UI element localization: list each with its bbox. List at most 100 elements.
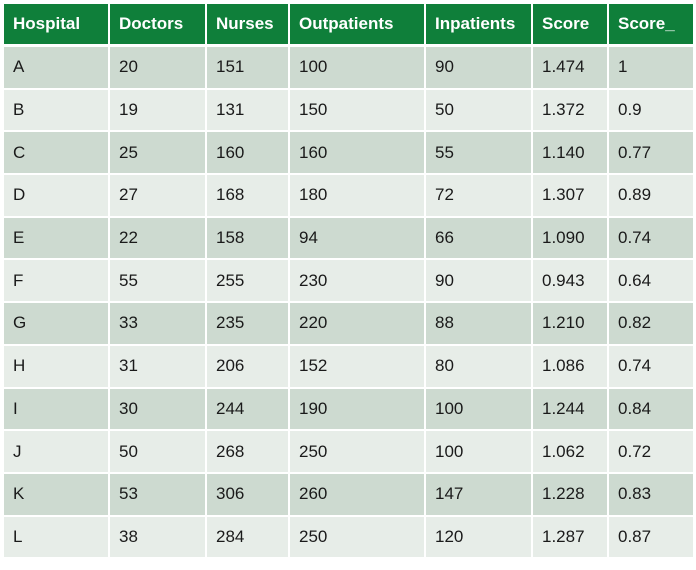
column-header-doctors: Doctors (110, 4, 207, 47)
score-cell: 1.228 (533, 473, 609, 517)
nurses-cell: 158 (207, 217, 290, 261)
column-header-nurses: Nurses (207, 4, 290, 47)
score-normalized-cell: 1 (609, 47, 693, 90)
header-row: Hospital Doctors Nurses Outpatients Inpa… (4, 4, 693, 47)
score-normalized-cell: 0.74 (609, 345, 693, 389)
score-normalized-cell: 0.9 (609, 89, 693, 133)
outpatients-cell: 250 (290, 516, 426, 560)
doctors-cell: 19 (110, 89, 207, 133)
outpatients-cell: 260 (290, 473, 426, 517)
doctors-cell: 22 (110, 217, 207, 261)
score-cell: 1.307 (533, 175, 609, 218)
doctors-cell: 55 (110, 260, 207, 304)
doctors-cell: 53 (110, 473, 207, 517)
score-cell: 1.372 (533, 89, 609, 133)
doctors-cell: 31 (110, 345, 207, 389)
score-cell: 0.943 (533, 260, 609, 304)
table-row: E 22 158 94 66 1.090 0.74 (4, 217, 693, 261)
inpatients-cell: 50 (426, 89, 533, 133)
nurses-cell: 235 (207, 303, 290, 346)
score-cell: 1.090 (533, 217, 609, 261)
score-normalized-cell: 0.82 (609, 303, 693, 346)
doctors-cell: 38 (110, 516, 207, 560)
nurses-cell: 168 (207, 175, 290, 218)
doctors-cell: 20 (110, 47, 207, 90)
inpatients-cell: 88 (426, 303, 533, 346)
score-normalized-cell: 0.77 (609, 132, 693, 176)
hospital-data-table-container: Hospital Doctors Nurses Outpatients Inpa… (4, 4, 693, 560)
score-normalized-cell: 0.72 (609, 431, 693, 474)
score-cell: 1.287 (533, 516, 609, 560)
outpatients-cell: 230 (290, 260, 426, 304)
hospital-cell: I (4, 388, 110, 432)
doctors-cell: 25 (110, 132, 207, 176)
nurses-cell: 131 (207, 89, 290, 133)
score-cell: 1.244 (533, 388, 609, 432)
hospital-cell: G (4, 303, 110, 346)
score-cell: 1.062 (533, 431, 609, 474)
outpatients-cell: 180 (290, 175, 426, 218)
table-row: A 20 151 100 90 1.474 1 (4, 47, 693, 90)
inpatients-cell: 90 (426, 260, 533, 304)
hospital-cell: E (4, 217, 110, 261)
column-header-score-normalized: Score_ (609, 4, 693, 47)
outpatients-cell: 94 (290, 217, 426, 261)
nurses-cell: 206 (207, 345, 290, 389)
nurses-cell: 255 (207, 260, 290, 304)
table-body: A 20 151 100 90 1.474 1 B 19 131 150 50 1.372 0.9 C 25 1… (4, 47, 693, 560)
column-header-hospital: Hospital (4, 4, 110, 47)
score-cell: 1.140 (533, 132, 609, 176)
outpatients-cell: 100 (290, 47, 426, 90)
table-row: J 50 268 250 100 1.062 0.72 (4, 431, 693, 474)
inpatients-cell: 72 (426, 175, 533, 218)
doctors-cell: 27 (110, 175, 207, 218)
nurses-cell: 268 (207, 431, 290, 474)
outpatients-cell: 152 (290, 345, 426, 389)
column-header-outpatients: Outpatients (290, 4, 426, 47)
outpatients-cell: 220 (290, 303, 426, 346)
score-normalized-cell: 0.87 (609, 516, 693, 560)
hospital-cell: B (4, 89, 110, 133)
outpatients-cell: 160 (290, 132, 426, 176)
hospital-cell: H (4, 345, 110, 389)
hospital-cell: D (4, 175, 110, 218)
doctors-cell: 30 (110, 388, 207, 432)
table-row: D 27 168 180 72 1.307 0.89 (4, 175, 693, 218)
nurses-cell: 306 (207, 473, 290, 517)
score-cell: 1.474 (533, 47, 609, 90)
doctors-cell: 50 (110, 431, 207, 474)
table-row: I 30 244 190 100 1.244 0.84 (4, 388, 693, 432)
hospital-data-table: Hospital Doctors Nurses Outpatients Inpa… (4, 4, 693, 560)
table-row: H 31 206 152 80 1.086 0.74 (4, 345, 693, 389)
inpatients-cell: 80 (426, 345, 533, 389)
score-normalized-cell: 0.83 (609, 473, 693, 517)
score-cell: 1.086 (533, 345, 609, 389)
table-row: B 19 131 150 50 1.372 0.9 (4, 89, 693, 133)
inpatients-cell: 147 (426, 473, 533, 517)
table-row: L 38 284 250 120 1.287 0.87 (4, 516, 693, 560)
table-row: F 55 255 230 90 0.943 0.64 (4, 260, 693, 304)
hospital-cell: L (4, 516, 110, 560)
nurses-cell: 151 (207, 47, 290, 90)
table-header: Hospital Doctors Nurses Outpatients Inpa… (4, 4, 693, 47)
inpatients-cell: 100 (426, 388, 533, 432)
nurses-cell: 244 (207, 388, 290, 432)
column-header-inpatients: Inpatients (426, 4, 533, 47)
hospital-cell: A (4, 47, 110, 90)
hospital-cell: F (4, 260, 110, 304)
hospital-cell: K (4, 473, 110, 517)
score-normalized-cell: 0.64 (609, 260, 693, 304)
table-row: C 25 160 160 55 1.140 0.77 (4, 132, 693, 176)
column-header-score: Score (533, 4, 609, 47)
outpatients-cell: 190 (290, 388, 426, 432)
outpatients-cell: 250 (290, 431, 426, 474)
table-row: G 33 235 220 88 1.210 0.82 (4, 303, 693, 346)
hospital-cell: J (4, 431, 110, 474)
hospital-cell: C (4, 132, 110, 176)
score-cell: 1.210 (533, 303, 609, 346)
nurses-cell: 160 (207, 132, 290, 176)
nurses-cell: 284 (207, 516, 290, 560)
table-row: K 53 306 260 147 1.228 0.83 (4, 473, 693, 517)
inpatients-cell: 90 (426, 47, 533, 90)
score-normalized-cell: 0.84 (609, 388, 693, 432)
